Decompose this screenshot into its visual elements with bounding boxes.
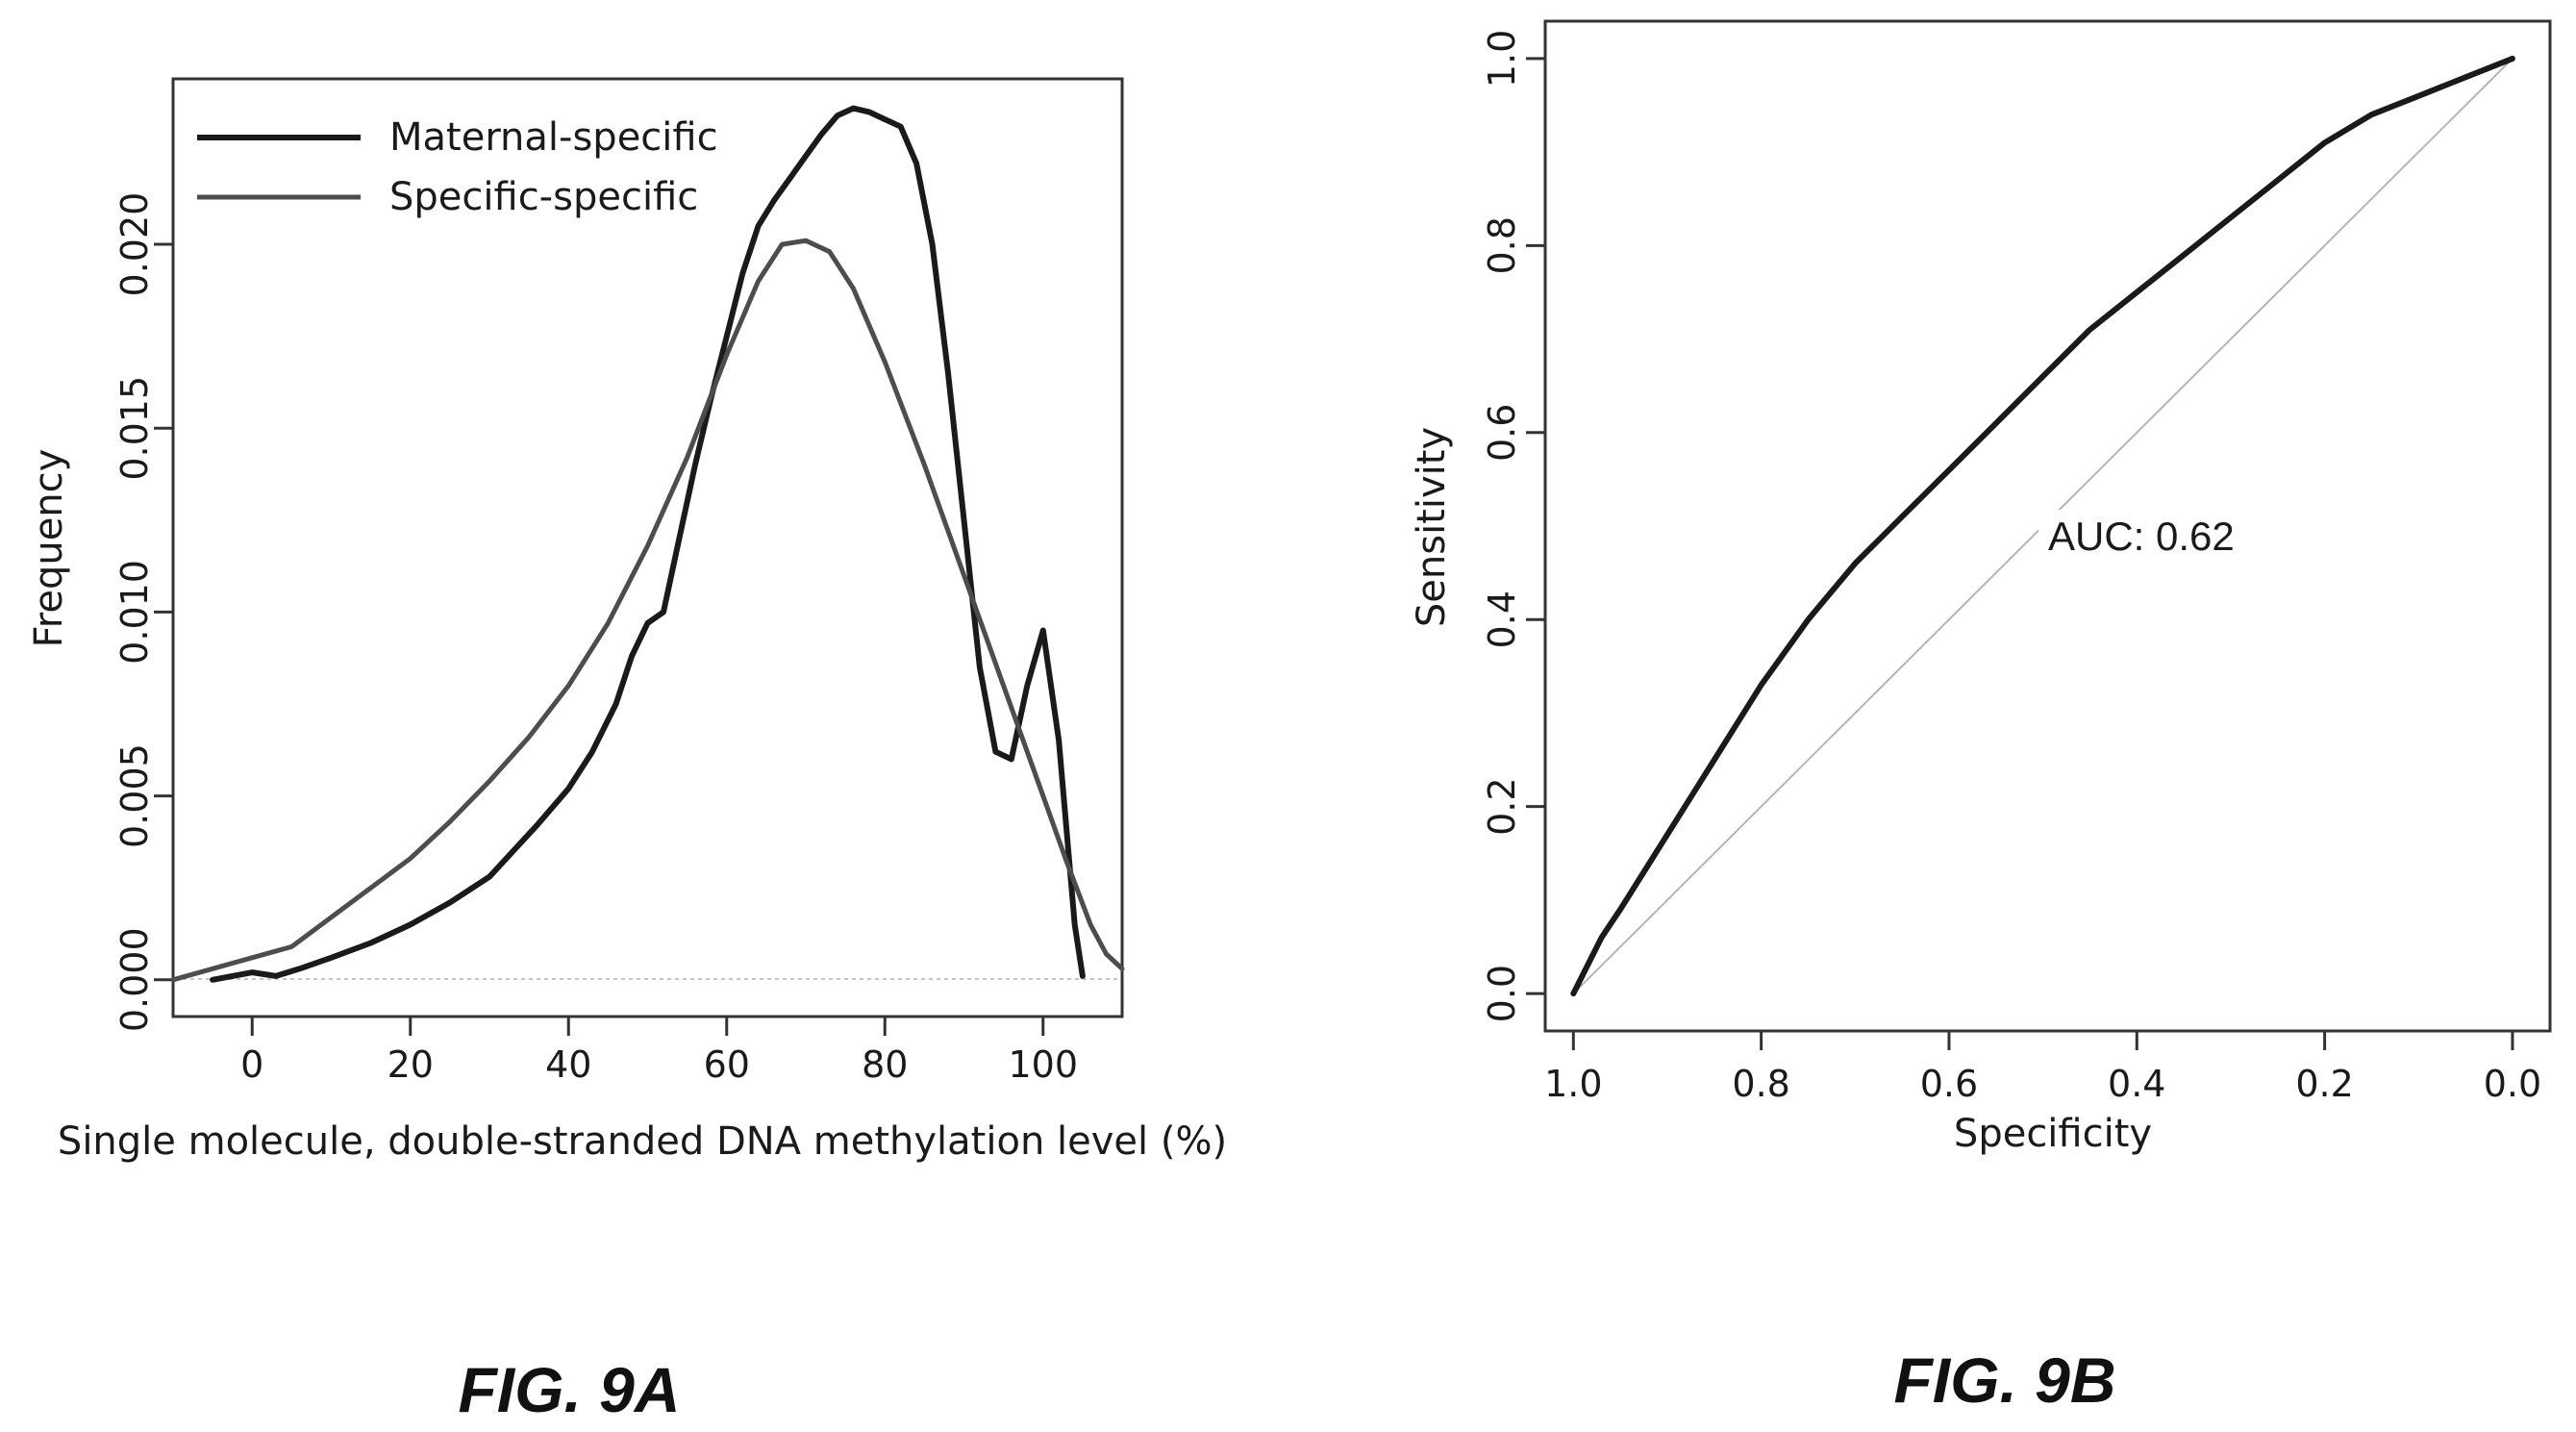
legend-label-specific: Specific-specific [389, 175, 698, 219]
chart-9a-y-tick-label: 0.020 [113, 192, 156, 297]
chart-9b-x-tick-label: 0.0 [2484, 1063, 2541, 1105]
chart-9b-y-tick-label: 0.2 [1481, 777, 1523, 835]
chart-9b-y-tick-label: 0.8 [1481, 216, 1523, 274]
roc-curve-line [1570, 55, 2515, 997]
chart-9a-y-tick-label: 0.010 [113, 560, 156, 665]
chart-9a-y-tick-label: 0.005 [113, 743, 156, 848]
series-maternal-specific-line [210, 105, 1086, 983]
chart-9b-x-axis-label: Specificity [1954, 1112, 2152, 1156]
chart-9a-x-axis-label: Single molecule, double-stranded DNA met… [58, 1119, 1227, 1164]
auc-annotation: AUC: 0.62 [2048, 514, 2235, 559]
chart-9b-x-tick-label: 0.2 [2295, 1063, 2353, 1105]
auc-annotation-background [2038, 510, 2244, 563]
chart-9a-x-tick-label: 20 [388, 1043, 434, 1086]
chart-9b-x-tick-label: 0.4 [2108, 1063, 2165, 1105]
chart-9a-x-tick-label: 80 [862, 1043, 908, 1086]
legend-label-maternal: Maternal-specific [389, 115, 718, 160]
chart-9a-y-axis: 0.000 0.005 0.010 0.015 0.020 [113, 192, 175, 1032]
chart-9a: 0 20 40 60 80 100 0.000 0.005 0.010 0.015 0.020 M… [27, 77, 1227, 1425]
chart-9b-x-tick-label: 0.8 [1732, 1063, 1789, 1105]
chart-9a-x-tick-label: 100 [1008, 1043, 1078, 1086]
chart-9a-x-tick-label: 0 [240, 1043, 263, 1086]
series-specific-specific-line [170, 238, 1125, 983]
chart-9b-y-axis-label: Sensitivity [1410, 427, 1454, 627]
chart-9a-y-tick-label: 0.015 [113, 376, 156, 481]
chart-9b-y-tick-label: 1.0 [1481, 30, 1523, 88]
chart-9a-series-group [170, 105, 1125, 983]
chart-9a-x-axis: 0 20 40 60 80 100 [240, 1015, 1078, 1086]
chart-9b-y-tick-label: 0.0 [1481, 965, 1523, 1022]
chart-9b-y-axis: 0.0 0.2 0.4 0.6 0.8 1.0 [1481, 30, 1547, 1022]
chart-9a-x-tick-label: 40 [545, 1043, 591, 1086]
chart-9a-y-tick-label: 0.000 [113, 927, 156, 1032]
chart-9b-y-tick-label: 0.6 [1481, 404, 1523, 462]
chart-9b: 1.0 0.8 0.6 0.4 0.2 0.0 0.0 0.2 0.4 0.6 0.8 1.0 AU… [1410, 19, 2552, 1416]
chart-9a-x-tick-label: 60 [704, 1043, 750, 1086]
figure-caption-9b: FIG. 9B [1893, 1344, 2115, 1416]
chart-9b-y-tick-label: 0.4 [1481, 590, 1523, 648]
chart-9b-x-axis: 1.0 0.8 0.6 0.4 0.2 0.0 [1544, 1029, 2541, 1105]
chart-9a-legend: Maternal-specific Specific-specific [197, 115, 718, 219]
chart-9a-y-axis-label: Frequency [27, 449, 71, 648]
chart-9b-x-tick-label: 1.0 [1544, 1063, 1602, 1105]
chart-9b-x-tick-label: 0.6 [1920, 1063, 1978, 1105]
figure-caption-9a: FIG. 9A [458, 1354, 680, 1425]
